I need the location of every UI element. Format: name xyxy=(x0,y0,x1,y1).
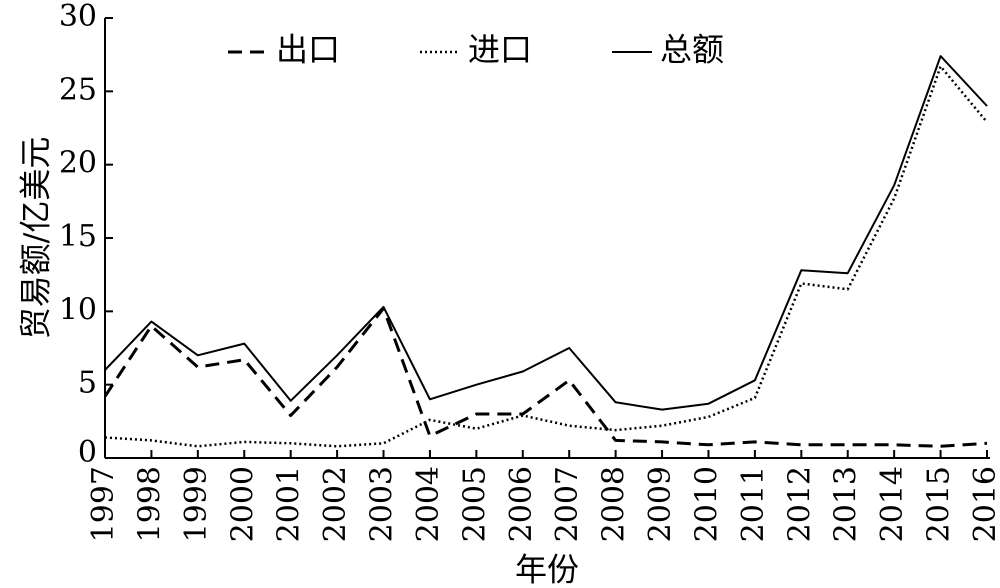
x-tick-label: 2011 xyxy=(736,466,771,542)
y-tick-label: 25 xyxy=(59,72,97,107)
x-tick-label: 2007 xyxy=(550,466,585,542)
x-tick-label: 2015 xyxy=(922,466,957,542)
x-tick-label: 2009 xyxy=(643,466,678,542)
x-tick-label: 2002 xyxy=(318,466,353,542)
y-tick-label: 15 xyxy=(59,219,97,254)
y-tick-label: 0 xyxy=(78,435,97,470)
x-tick-label: 2006 xyxy=(504,466,539,542)
legend-label-0: 出口 xyxy=(276,31,340,69)
x-tick-label: 2001 xyxy=(272,466,307,542)
x-tick-label: 2005 xyxy=(457,466,492,542)
series-line-1 xyxy=(104,65,988,448)
x-axis-label: 年份 xyxy=(515,551,579,588)
series-lines xyxy=(103,55,988,448)
y-tick-label: 30 xyxy=(59,0,97,34)
y-tick-label: 20 xyxy=(59,146,97,181)
x-tick-label: 2003 xyxy=(365,466,400,542)
y-tick-label: 5 xyxy=(78,366,97,401)
x-tick-label: 2000 xyxy=(225,466,260,542)
y-tick-label: 10 xyxy=(59,292,97,327)
y-ticks: 0 5 10 15 20 25 30 xyxy=(59,0,113,470)
y-axis-label: 贸易额/亿美元 xyxy=(17,137,55,340)
axes xyxy=(104,18,990,459)
series-line-2 xyxy=(104,55,988,411)
x-tick-label: 2008 xyxy=(597,466,632,542)
x-tick-label: 2014 xyxy=(875,466,910,542)
x-tick-label: 1997 xyxy=(86,466,121,542)
x-tick-label: 1999 xyxy=(179,466,214,542)
x-tick-label: 2016 xyxy=(968,466,1000,542)
legend-label-2: 总额 xyxy=(660,31,724,69)
x-tick-label: 2012 xyxy=(782,466,817,542)
x-tick-label: 2013 xyxy=(829,466,864,542)
series-line-0 xyxy=(103,306,988,448)
legend: 出口 进口 总额 xyxy=(228,31,724,69)
x-tick-label: 2010 xyxy=(689,466,724,542)
legend-label-1: 进口 xyxy=(468,31,532,69)
x-ticks: 1997 1998 1999 2000 2001 2002 2003 2004 2005 2006… xyxy=(86,450,1000,542)
x-tick-label: 2004 xyxy=(411,466,446,542)
x-tick-label: 1998 xyxy=(132,466,167,542)
